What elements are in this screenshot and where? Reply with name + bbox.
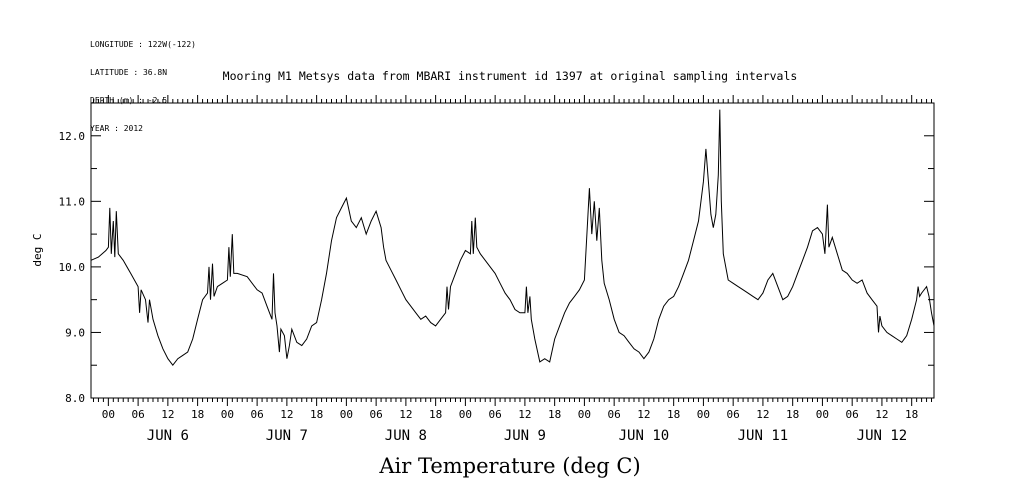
meta-latitude: LATITUDE : 36.8N	[90, 68, 168, 78]
y-tick-labels: 8.0 9.0 10.0 11.0 12.0	[59, 130, 86, 405]
x-hour-label: 06	[727, 408, 740, 421]
x-hour-label: 00	[816, 408, 829, 421]
x-hour-label: 00	[697, 408, 710, 421]
x-day-label: JUN 9	[504, 428, 546, 444]
y-tick-label: 9.0	[65, 326, 85, 339]
series-line	[90, 109, 935, 367]
x-hour-label: 00	[221, 408, 234, 421]
x-hour-label: 18	[667, 408, 680, 421]
x-hour-label: 18	[310, 408, 323, 421]
x-hour-label: 06	[370, 408, 383, 421]
metadata-block: LONGITUDE : 122W(-122) LATITUDE : 36.8N …	[90, 21, 196, 143]
meta-depth: DEPTH (m) : -2.5	[90, 96, 168, 106]
x-hour-label: 06	[250, 408, 263, 421]
x-day-label: JUN 10	[619, 428, 670, 444]
y-axis-label: deg C	[31, 233, 44, 266]
y-tick-label: 11.0	[59, 195, 86, 208]
x-hour-label: 06	[608, 408, 621, 421]
x-hour-label: 00	[459, 408, 472, 421]
x-hour-label: 12	[399, 408, 412, 421]
x-hour-label: 12	[637, 408, 650, 421]
axis-ticks	[91, 95, 934, 406]
x-day-label: JUN 11	[738, 428, 789, 444]
x-day-label: JUN 8	[385, 428, 427, 444]
x-hour-label: 00	[102, 408, 115, 421]
x-hour-label: 18	[786, 408, 799, 421]
y-tick-label: 12.0	[59, 130, 86, 143]
x-hour-label: 18	[429, 408, 442, 421]
x-hour-label: 18	[548, 408, 561, 421]
x-day-label: JUN 6	[147, 428, 189, 444]
x-hour-label: 12	[875, 408, 888, 421]
x-hour-label: 12	[161, 408, 174, 421]
x-day-label: JUN 12	[857, 428, 908, 444]
x-hour-label: 18	[191, 408, 204, 421]
x-tick-labels: 00 06 12 18 00 06 12 18 00 06 12 18 00 06 12 18 00 06 12 18…	[102, 408, 919, 444]
meta-year: YEAR : 2012	[90, 124, 143, 134]
x-hour-label: 18	[905, 408, 918, 421]
x-hour-label: 12	[280, 408, 293, 421]
x-axis-title: Air Temperature (deg C)	[379, 454, 641, 478]
x-hour-label: 00	[578, 408, 591, 421]
plot-frame	[90, 102, 935, 399]
y-tick-label: 8.0	[65, 392, 85, 405]
x-day-label: JUN 7	[266, 428, 308, 444]
chart-title: Mooring M1 Metsys data from MBARI instru…	[222, 69, 798, 83]
x-hour-label: 12	[756, 408, 769, 421]
x-hour-label: 06	[489, 408, 502, 421]
x-hour-label: 12	[518, 408, 531, 421]
y-tick-label: 10.0	[59, 261, 86, 274]
x-hour-label: 06	[846, 408, 859, 421]
meta-longitude: LONGITUDE : 122W(-122)	[90, 39, 196, 49]
x-hour-label: 00	[340, 408, 353, 421]
x-hour-label: 06	[131, 408, 144, 421]
